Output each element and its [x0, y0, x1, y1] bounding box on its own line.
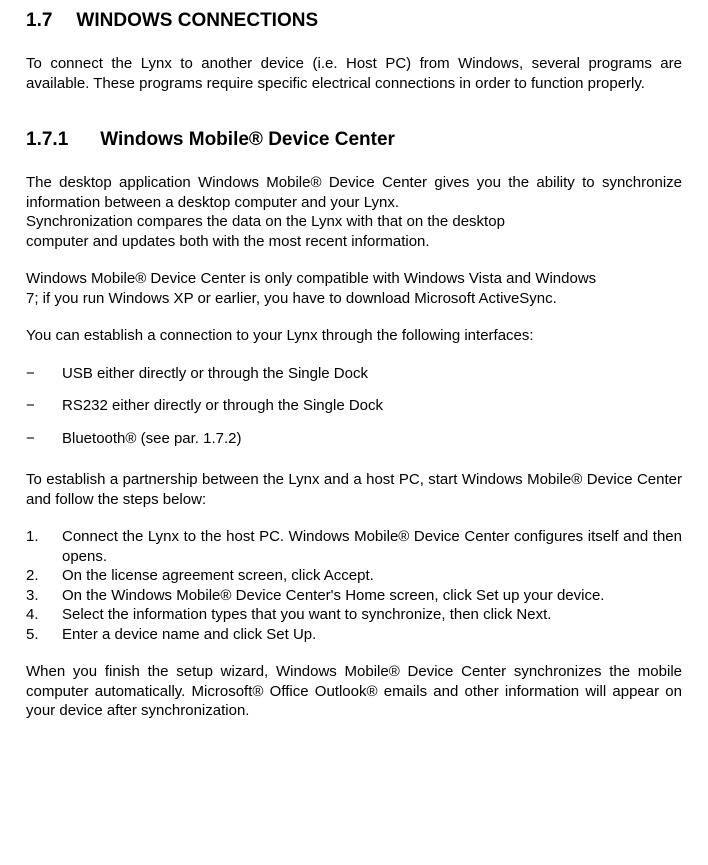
- number-marker: 1.: [26, 527, 62, 566]
- paragraph-3b: 7; if you run Windows XP or earlier, you…: [26, 289, 682, 309]
- paragraph-3a: Windows Mobile® Device Center is only co…: [26, 269, 682, 289]
- bullet-list: − USB either directly or through the Sin…: [26, 364, 682, 449]
- list-item: 3. On the Windows Mobile® Device Center'…: [26, 586, 682, 606]
- list-item: − USB either directly or through the Sin…: [26, 364, 682, 384]
- paragraph-6: When you finish the setup wizard, Window…: [26, 662, 682, 721]
- paragraph-5: To establish a partnership between the L…: [26, 470, 682, 509]
- section-title-1: WINDOWS CONNECTIONS: [76, 10, 318, 31]
- list-item: 4. Select the information types that you…: [26, 605, 682, 625]
- list-item-text: On the license agreement screen, click A…: [62, 566, 682, 586]
- numbered-list: 1. Connect the Lynx to the host PC. Wind…: [26, 527, 682, 644]
- list-item: − RS232 either directly or through the S…: [26, 396, 682, 416]
- bullet-marker: −: [26, 429, 62, 449]
- list-item: 2. On the license agreement screen, clic…: [26, 566, 682, 586]
- paragraph-2b: Synchronization compares the data on the…: [26, 212, 682, 232]
- list-item-text: Enter a device name and click Set Up.: [62, 625, 682, 645]
- paragraph-2a: The desktop application Windows Mobile® …: [26, 173, 682, 212]
- list-item-text: USB either directly or through the Singl…: [62, 364, 368, 384]
- list-item-text: Connect the Lynx to the host PC. Windows…: [62, 527, 682, 566]
- list-item: 5. Enter a device name and click Set Up.: [26, 625, 682, 645]
- list-item-text: On the Windows Mobile® Device Center's H…: [62, 586, 682, 606]
- number-marker: 3.: [26, 586, 62, 606]
- bullet-marker: −: [26, 364, 62, 384]
- section-heading-2: 1.7.1 Windows Mobile® Device Center: [26, 129, 682, 151]
- paragraph-intro: To connect the Lynx to another device (i…: [26, 54, 682, 93]
- paragraph-2c: computer and updates both with the most …: [26, 232, 682, 252]
- section-number-1: 1.7: [26, 10, 52, 32]
- list-item-text: RS232 either directly or through the Sin…: [62, 396, 383, 416]
- number-marker: 5.: [26, 625, 62, 645]
- paragraph-4: You can establish a connection to your L…: [26, 326, 682, 346]
- section-title-2: Windows Mobile® Device Center: [100, 129, 395, 150]
- bullet-marker: −: [26, 396, 62, 416]
- list-item-text: Select the information types that you wa…: [62, 605, 682, 625]
- section-number-2: 1.7.1: [26, 129, 68, 151]
- number-marker: 2.: [26, 566, 62, 586]
- number-marker: 4.: [26, 605, 62, 625]
- list-item: 1. Connect the Lynx to the host PC. Wind…: [26, 527, 682, 566]
- list-item-text: Bluetooth® (see par. 1.7.2): [62, 429, 242, 449]
- list-item: − Bluetooth® (see par. 1.7.2): [26, 429, 682, 449]
- section-heading-1: 1.7 WINDOWS CONNECTIONS: [26, 10, 682, 32]
